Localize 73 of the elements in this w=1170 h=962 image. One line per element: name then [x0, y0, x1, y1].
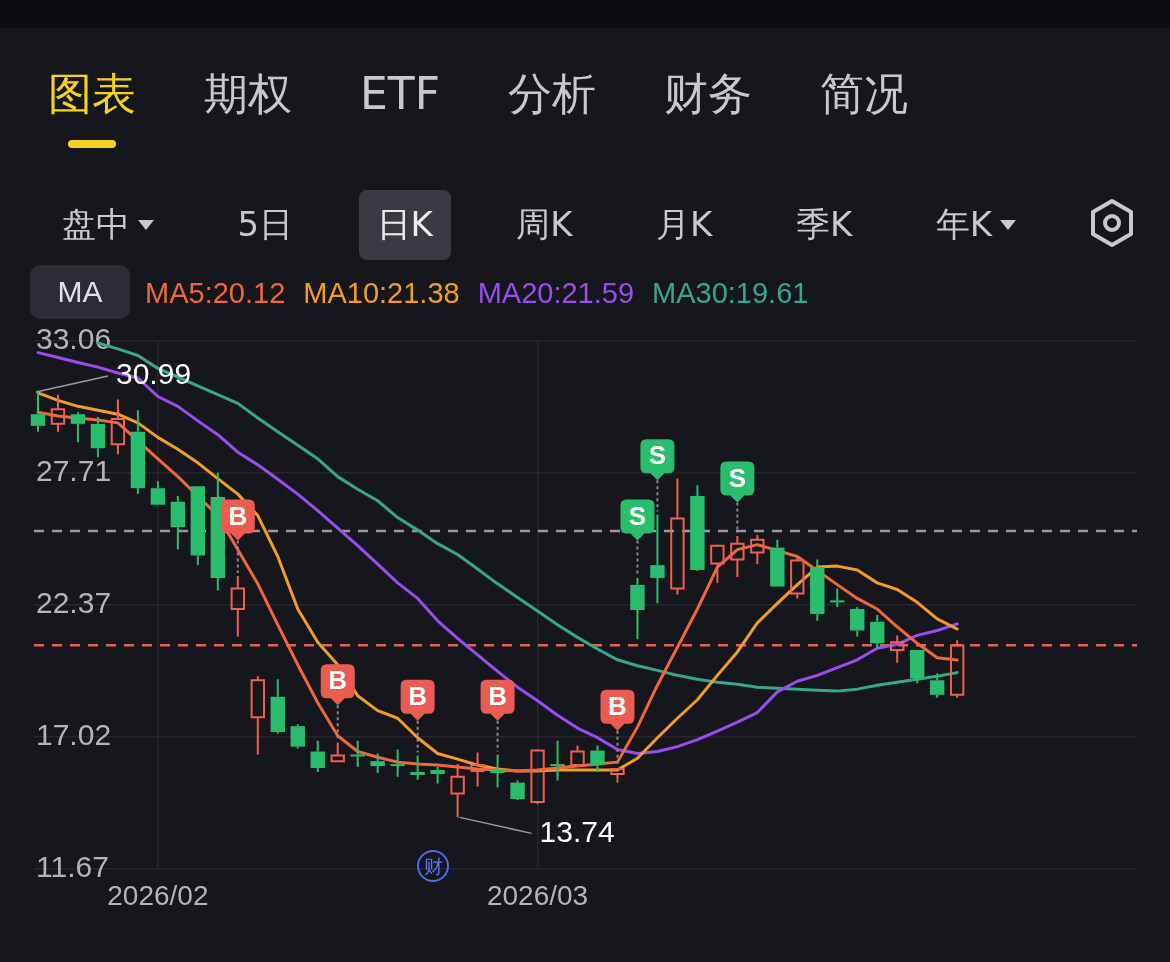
candlestick	[650, 513, 665, 605]
y-tick-label: 17.02	[36, 717, 112, 751]
text: B	[488, 680, 507, 711]
text: 财务	[664, 67, 752, 121]
candlestick	[870, 613, 885, 650]
candlestick	[470, 751, 485, 788]
candlestick	[450, 763, 465, 819]
candlestick	[690, 484, 705, 571]
candlestick	[90, 415, 106, 459]
candlestick	[270, 678, 285, 735]
candlestick	[230, 574, 246, 638]
candlestick	[830, 587, 845, 609]
candlestick	[390, 748, 405, 778]
text: 周K	[516, 203, 573, 246]
candlestick	[730, 535, 745, 578]
candlestick	[410, 754, 425, 781]
text: MA10:21.38	[303, 276, 460, 311]
y-tick-label: 33.06	[36, 322, 112, 356]
text: S	[728, 462, 747, 493]
candlestick	[630, 576, 645, 641]
text: 13.74	[539, 814, 615, 848]
candlestick	[929, 672, 945, 699]
candlestick	[70, 411, 86, 444]
y-tick-label: 11.67	[36, 849, 109, 883]
text: 盘中	[62, 203, 130, 246]
candlestick	[350, 739, 365, 769]
candlestick	[250, 675, 265, 756]
candlestick	[710, 544, 725, 584]
candlestick	[770, 538, 785, 587]
candlestick	[510, 779, 525, 800]
candlestick	[30, 391, 46, 433]
y-tick-label: 27.71	[36, 454, 112, 488]
candlestick	[850, 606, 865, 638]
text: ETF	[360, 67, 440, 121]
text: 5日	[237, 203, 294, 246]
x-tick-label: 2026/03	[486, 879, 589, 911]
text: B	[608, 690, 627, 721]
text: B	[228, 500, 248, 531]
candlestick	[590, 744, 605, 773]
candlestick	[670, 477, 685, 596]
x-tick-label: 2026/02	[107, 879, 209, 911]
annotation: 财	[417, 850, 449, 882]
text: MA	[30, 265, 130, 319]
series-label: B	[328, 665, 348, 696]
candlestick	[130, 409, 146, 496]
candlestick	[810, 558, 825, 622]
text: 简况	[820, 67, 908, 121]
text: 期权	[204, 67, 292, 121]
text: S	[628, 500, 647, 531]
candlestick	[50, 393, 66, 433]
text: 分析	[508, 67, 596, 121]
candlestick	[370, 752, 385, 774]
candlestick	[310, 739, 325, 773]
candlestick	[550, 739, 565, 782]
candlestick	[190, 486, 206, 567]
text: MA5:20.12	[145, 276, 286, 311]
candlestick	[170, 495, 186, 551]
text: 月K	[656, 203, 713, 246]
candlestick	[110, 398, 126, 456]
series-label: S	[648, 440, 667, 471]
candlestick	[490, 753, 505, 789]
candlestick	[910, 649, 925, 685]
text: 年K	[935, 203, 992, 246]
text: 季K	[795, 203, 853, 246]
candlestick	[290, 723, 305, 750]
candlestick	[150, 480, 166, 505]
text: MA30:19.61	[652, 276, 809, 311]
text: MA20:21.59	[477, 276, 635, 311]
text: 图表	[48, 67, 136, 121]
y-tick-label: 22.37	[36, 585, 112, 619]
candlestick	[430, 766, 445, 785]
text: B	[408, 680, 428, 711]
text: 日K	[376, 203, 433, 246]
